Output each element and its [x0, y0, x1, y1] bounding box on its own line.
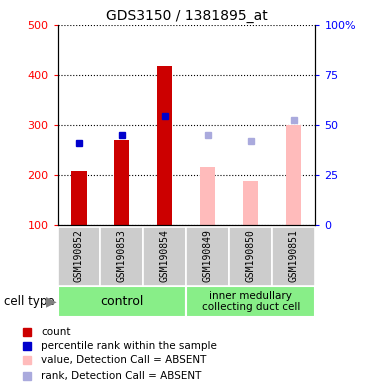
Text: control: control [100, 295, 144, 308]
Text: GSM190854: GSM190854 [160, 230, 170, 282]
Bar [243, 181, 259, 225]
Text: ▶: ▶ [46, 295, 57, 308]
Text: GSM190853: GSM190853 [117, 230, 127, 282]
Text: inner medullary
collecting duct cell: inner medullary collecting duct cell [202, 291, 300, 312]
Bar [114, 140, 129, 225]
Bar [101, 227, 144, 286]
Bar [272, 227, 315, 286]
Text: cell type: cell type [4, 295, 54, 308]
Text: rank, Detection Call = ABSENT: rank, Detection Call = ABSENT [41, 371, 201, 381]
Bar [58, 286, 187, 317]
Bar [200, 167, 216, 225]
Bar [229, 227, 272, 286]
Title: GDS3150 / 1381895_at: GDS3150 / 1381895_at [106, 8, 267, 23]
Text: percentile rank within the sample: percentile rank within the sample [41, 341, 217, 351]
Bar [187, 286, 315, 317]
Text: GSM190852: GSM190852 [74, 230, 84, 282]
Bar [58, 227, 101, 286]
Bar [157, 66, 173, 225]
Bar [144, 227, 186, 286]
Text: GSM190849: GSM190849 [203, 230, 213, 282]
Bar [72, 171, 86, 225]
Text: GSM190850: GSM190850 [246, 230, 256, 282]
Bar [187, 227, 229, 286]
Text: value, Detection Call = ABSENT: value, Detection Call = ABSENT [41, 355, 206, 365]
Text: count: count [41, 327, 70, 337]
Bar [286, 125, 301, 225]
Text: GSM190851: GSM190851 [289, 230, 299, 282]
